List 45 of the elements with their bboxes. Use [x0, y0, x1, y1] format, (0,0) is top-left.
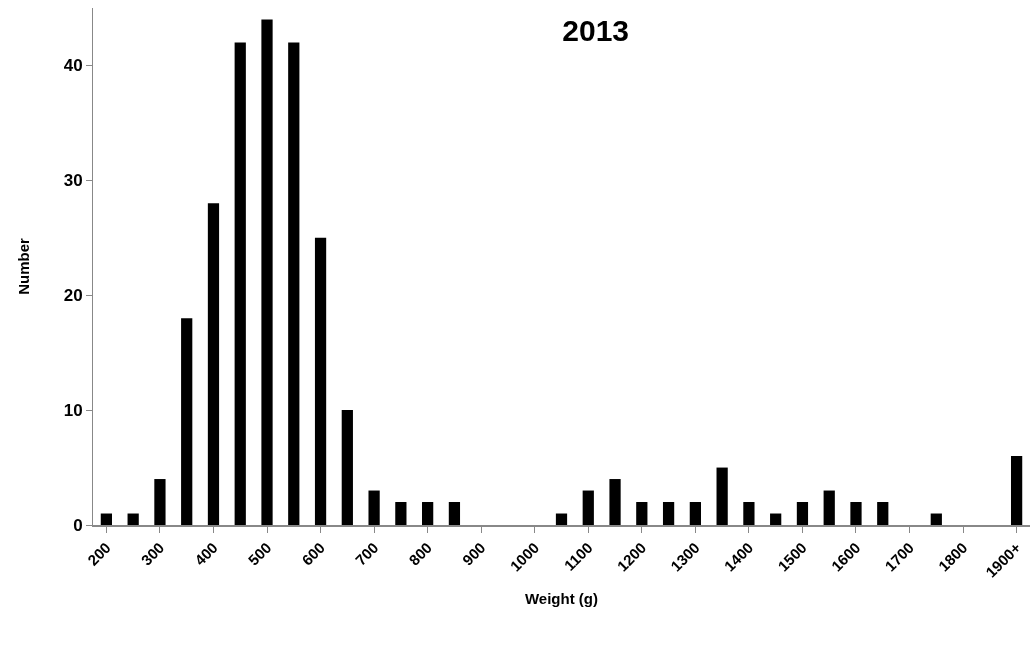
- x-tick-label: 800: [405, 538, 436, 569]
- bar: [716, 467, 728, 525]
- bar: [823, 490, 835, 525]
- bar: [770, 513, 782, 525]
- bar: [555, 513, 568, 525]
- x-tick-label: 400: [191, 538, 221, 569]
- x-tick-label: 500: [244, 538, 275, 569]
- x-tick-label: 300: [137, 538, 168, 569]
- y-tick-label: 0: [73, 515, 83, 535]
- chart-title: 2013: [562, 13, 630, 47]
- bar: [395, 502, 407, 525]
- bar: [234, 42, 246, 525]
- bar: [689, 502, 701, 525]
- bar: [877, 502, 889, 525]
- bar: [609, 479, 621, 525]
- bar: [261, 19, 273, 525]
- x-tick-label: 700: [351, 538, 382, 569]
- x-tick-label: 200: [84, 538, 114, 569]
- bar: [796, 502, 809, 525]
- bar: [207, 203, 220, 525]
- bar: [930, 513, 942, 525]
- x-tick-label: 900: [458, 538, 489, 569]
- bar: [422, 502, 434, 525]
- bar: [314, 237, 327, 525]
- bar: [288, 42, 300, 525]
- bar: [127, 513, 139, 525]
- bar: [341, 410, 353, 525]
- bar: [368, 490, 380, 525]
- bar: [1010, 456, 1023, 525]
- y-tick-label: 40: [63, 56, 83, 76]
- bar: [582, 490, 594, 525]
- bar: [154, 479, 166, 525]
- y-axis-title: Number: [14, 238, 32, 295]
- x-axis-title: Weight (g): [524, 590, 599, 608]
- bar: [448, 502, 461, 525]
- bar: [850, 502, 862, 525]
- y-tick-label: 20: [63, 286, 83, 306]
- bar: [100, 513, 113, 525]
- y-tick-label: 30: [63, 171, 83, 191]
- bar: [181, 318, 193, 525]
- x-tick-label: 600: [298, 538, 328, 569]
- bar: [662, 502, 675, 525]
- bar: [636, 502, 648, 525]
- bar: [743, 502, 755, 525]
- y-tick-label: 10: [63, 401, 83, 421]
